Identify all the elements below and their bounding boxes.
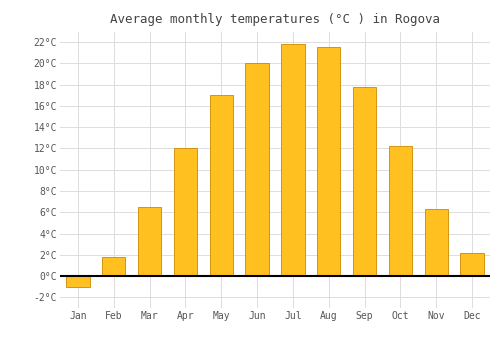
Bar [210,95,233,276]
Title: Average monthly temperatures (°C ) in Rogova: Average monthly temperatures (°C ) in Ro… [110,13,440,26]
Bar [246,63,268,276]
Bar [460,253,483,276]
Bar [424,209,448,276]
Bar [353,87,376,276]
Bar [174,148,197,276]
Bar [102,257,126,276]
Bar [317,48,340,276]
Bar [282,44,304,276]
Bar [66,276,90,287]
Bar [138,207,161,276]
Bar [389,146,412,276]
